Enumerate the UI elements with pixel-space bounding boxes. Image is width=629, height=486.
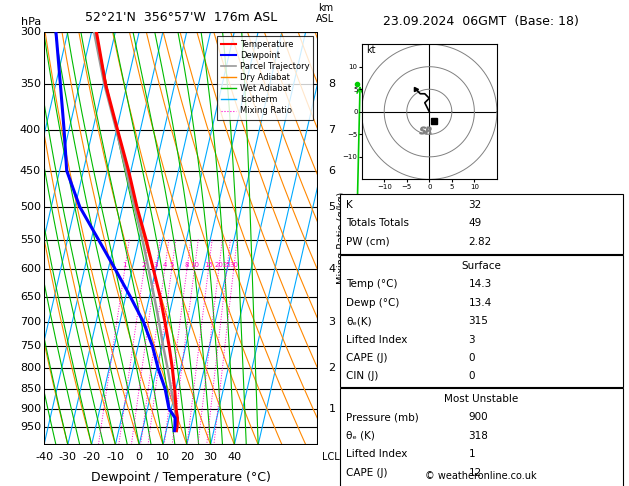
Text: PW (cm): PW (cm) [346,237,389,247]
Text: 0: 0 [136,452,143,462]
Text: 25: 25 [223,262,231,268]
Text: 13.4: 13.4 [469,297,492,308]
Text: Surface: Surface [461,260,501,271]
Text: 3: 3 [469,334,476,345]
Text: -30: -30 [59,452,77,462]
Text: -20: -20 [82,452,101,462]
Text: 800: 800 [19,363,41,373]
Text: LCL: LCL [322,452,340,462]
Text: θₑ(K): θₑ(K) [346,316,372,326]
Text: 20: 20 [180,452,194,462]
Text: -40: -40 [35,452,53,462]
Text: 7: 7 [328,125,335,135]
Text: 49: 49 [469,218,482,228]
Text: 40: 40 [227,452,242,462]
Text: kt: kt [366,45,376,55]
Text: 850: 850 [19,384,41,394]
Text: Temp (°C): Temp (°C) [346,279,398,289]
Text: Dewpoint / Temperature (°C): Dewpoint / Temperature (°C) [91,471,270,485]
Text: 2: 2 [142,262,146,268]
Text: Lifted Index: Lifted Index [346,334,408,345]
Text: 1: 1 [469,449,476,459]
Text: 32: 32 [469,200,482,210]
Text: 900: 900 [19,403,41,414]
Text: 3: 3 [328,317,335,327]
Text: 1: 1 [123,262,127,268]
Text: K: K [346,200,353,210]
Text: 5: 5 [328,202,335,212]
Text: Totals Totals: Totals Totals [346,218,409,228]
Text: CIN (J): CIN (J) [346,371,378,382]
Text: 350: 350 [20,80,41,89]
Text: 3: 3 [153,262,158,268]
Text: 315: 315 [469,316,489,326]
Text: 20: 20 [214,262,223,268]
Text: 0: 0 [469,371,475,382]
Text: 8: 8 [185,262,189,268]
Legend: Temperature, Dewpoint, Parcel Trajectory, Dry Adiabat, Wet Adiabat, Isotherm, Mi: Temperature, Dewpoint, Parcel Trajectory… [217,36,313,120]
Text: km
ASL: km ASL [316,3,335,24]
Text: 318: 318 [469,431,489,441]
Text: 650: 650 [20,292,41,302]
Text: -10: -10 [106,452,125,462]
Text: 900: 900 [469,412,488,422]
Text: 2: 2 [328,363,335,373]
Text: 4: 4 [328,264,335,275]
Text: 5: 5 [169,262,174,268]
Text: Lifted Index: Lifted Index [346,449,408,459]
Text: 600: 600 [20,264,41,275]
Text: 700: 700 [19,317,41,327]
Text: 23.09.2024  06GMT  (Base: 18): 23.09.2024 06GMT (Base: 18) [383,15,579,28]
Text: 950: 950 [19,422,41,432]
Text: 15: 15 [204,262,213,268]
Text: hPa: hPa [21,17,41,27]
Text: 400: 400 [19,125,41,135]
Text: 10: 10 [156,452,170,462]
Text: 30: 30 [229,262,238,268]
Text: 300: 300 [20,27,41,36]
Text: 550: 550 [20,235,41,244]
Text: Mixing Ratio (g/kg): Mixing Ratio (g/kg) [338,192,347,284]
Text: CAPE (J): CAPE (J) [346,353,387,363]
Text: θₑ (K): θₑ (K) [346,431,375,441]
Text: Dewp (°C): Dewp (°C) [346,297,399,308]
Text: 4: 4 [162,262,167,268]
Text: © weatheronline.co.uk: © weatheronline.co.uk [425,471,537,481]
Text: 0: 0 [469,353,475,363]
Text: 1: 1 [328,403,335,414]
Text: 12: 12 [469,468,482,478]
Text: 10: 10 [190,262,199,268]
Text: 8: 8 [328,80,335,89]
Text: 30: 30 [204,452,218,462]
Text: 500: 500 [20,202,41,212]
Text: 14.3: 14.3 [469,279,492,289]
Text: CAPE (J): CAPE (J) [346,468,387,478]
Text: 52°21'N  356°57'W  176m ASL: 52°21'N 356°57'W 176m ASL [85,11,277,24]
Text: Pressure (mb): Pressure (mb) [346,412,419,422]
Text: 2.82: 2.82 [469,237,492,247]
Text: Most Unstable: Most Unstable [444,394,518,404]
Text: 450: 450 [19,166,41,176]
Text: 750: 750 [19,341,41,351]
Text: 6: 6 [328,166,335,176]
